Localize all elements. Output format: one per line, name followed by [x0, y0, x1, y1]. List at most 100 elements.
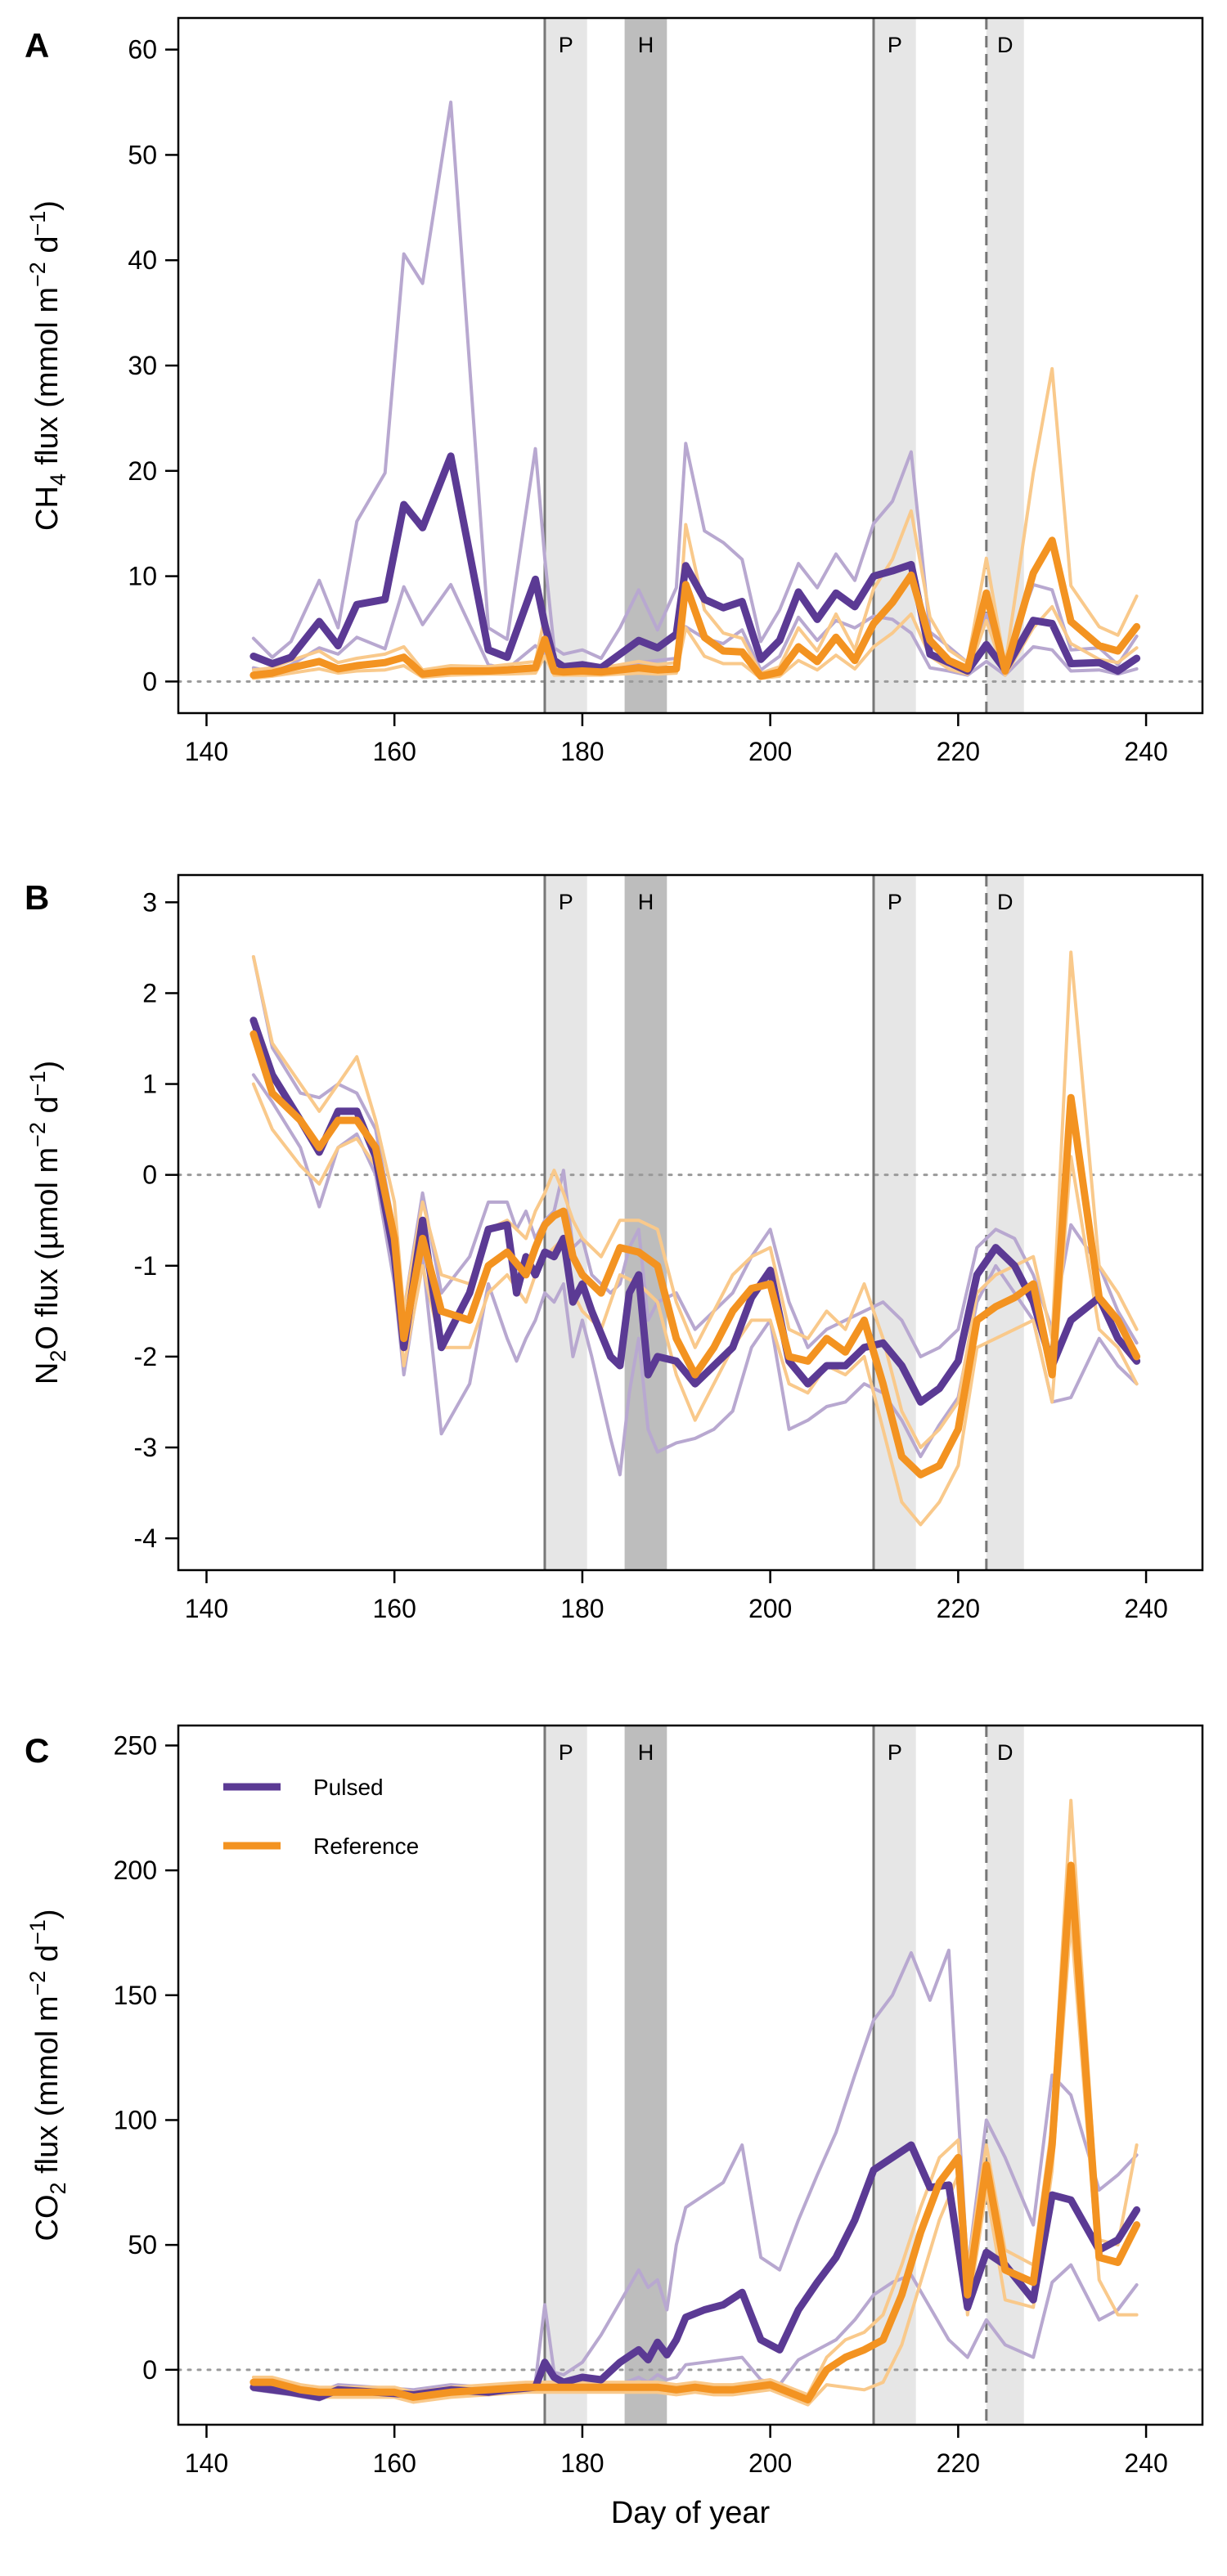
- x-tick-label: 240: [1124, 2448, 1167, 2478]
- plot-frame: [177, 873, 1204, 1572]
- y-tick-label: -4: [134, 1524, 157, 1553]
- series-pulsed-mean-line: [249, 452, 1141, 675]
- y-axis-title-part: O flux (µmol m: [30, 1147, 65, 1350]
- band-label: H: [638, 890, 654, 914]
- y-tick-label: 250: [114, 1730, 157, 1760]
- treatment-band-p: [544, 18, 587, 713]
- treatment-band-h: [624, 18, 667, 713]
- band-label: P: [888, 1740, 902, 1765]
- y-tick-label: 100: [114, 2105, 157, 2134]
- series-reference-mean-line: [249, 1030, 1141, 1479]
- x-tick-label: 220: [937, 1594, 980, 1623]
- y-tick-label: -2: [134, 1342, 157, 1371]
- y-axis-title-part: −2: [25, 1122, 50, 1147]
- y-axis-title-part: ): [30, 200, 65, 211]
- x-tick-label: 140: [185, 1594, 228, 1623]
- series-reference-replicate-line: [251, 366, 1139, 675]
- x-axis-title: Day of year: [611, 2496, 771, 2530]
- y-axis-title-part: 2: [46, 2182, 70, 2194]
- y-tick-label: 200: [114, 1856, 157, 1885]
- y-tick-label: 10: [128, 562, 157, 591]
- treatment-band-p: [544, 1726, 587, 2425]
- y-axis-title: N2O flux (µmol m−2 d−1): [25, 1061, 70, 1384]
- x-tick-label: 180: [560, 737, 604, 766]
- x-tick-label: 140: [185, 737, 228, 766]
- band-label: P: [559, 1740, 573, 1765]
- treatment-band-p: [873, 18, 916, 713]
- band-label: D: [997, 33, 1014, 57]
- x-tick-label: 240: [1124, 1594, 1167, 1623]
- y-tick-label: 60: [128, 35, 157, 65]
- y-axis-title-part: −2: [25, 1971, 50, 1996]
- legend-label-reference: Reference: [313, 1833, 419, 1859]
- x-tick-label: 220: [937, 2448, 980, 2478]
- band-label: D: [997, 890, 1014, 914]
- plot-frame: [177, 1724, 1204, 2426]
- y-axis-title: CO2 flux (mmol m−2 d−1): [25, 1910, 70, 2242]
- y-axis-title-part: CH: [30, 486, 65, 531]
- y-axis-title-part: −1: [25, 1919, 50, 1945]
- y-tick-label: 20: [128, 456, 157, 486]
- y-axis-title-part: flux (mmol m: [30, 1995, 65, 2182]
- y-axis-title-part: CO: [30, 2194, 65, 2241]
- y-tick-label: 3: [142, 887, 157, 917]
- y-axis-title-part: d: [30, 1945, 65, 1971]
- x-tick-label: 160: [372, 737, 416, 766]
- series-reference-replicate-line: [251, 1919, 1139, 2407]
- y-axis-title-part: ): [30, 1910, 65, 1920]
- treatment-band-d: [986, 1726, 1024, 2425]
- series-reference-mean-line: [249, 1861, 1141, 2403]
- y-axis-title-part: N: [30, 1362, 65, 1384]
- y-tick-label: 0: [142, 2355, 157, 2385]
- panel-letter: B: [25, 878, 49, 917]
- x-tick-label: 160: [372, 2448, 416, 2478]
- x-tick-label: 180: [560, 2448, 604, 2478]
- band-label: D: [997, 1740, 1014, 1765]
- y-tick-label: 1: [142, 1070, 157, 1099]
- y-axis-title-part: 2: [46, 1350, 70, 1362]
- y-tick-label: 40: [128, 245, 157, 275]
- x-tick-label: 160: [372, 1594, 416, 1623]
- series-group: [249, 950, 1141, 1527]
- x-tick-label: 200: [748, 2448, 792, 2478]
- series-pulsed-replicate-line: [251, 582, 1139, 677]
- y-tick-label: -3: [134, 1433, 157, 1462]
- band-label: P: [559, 890, 573, 914]
- y-axis-title-part: −1: [25, 211, 50, 236]
- y-tick-label: 50: [128, 140, 157, 169]
- series-group: [249, 1798, 1141, 2407]
- series-reference-replicate-line: [251, 950, 1139, 1449]
- y-tick-label: 30: [128, 351, 157, 380]
- legend: Pulsed Reference: [223, 1775, 419, 1859]
- treatment-band-h: [624, 1726, 667, 2425]
- band-label: H: [638, 1740, 654, 1765]
- y-tick-label: -1: [134, 1251, 157, 1281]
- y-tick-label: 50: [128, 2230, 157, 2260]
- panel-letter: C: [25, 1731, 49, 1770]
- y-tick-label: 0: [142, 666, 157, 696]
- y-axis-title-part: −2: [25, 262, 50, 287]
- treatment-band-p: [873, 875, 916, 1570]
- y-tick-label: 0: [142, 1160, 157, 1190]
- band-label: P: [559, 33, 573, 57]
- x-tick-label: 240: [1124, 737, 1167, 766]
- band-label: P: [888, 890, 902, 914]
- band-label: P: [888, 33, 902, 57]
- panel-a: P H P D 140 160 180 200 220 240 0 10 20 30 40 50 60 A CH4 …: [25, 16, 1204, 766]
- panel-letter: A: [25, 26, 49, 65]
- series-reference-mean-line: [249, 536, 1141, 680]
- y-tick-label: 2: [142, 978, 157, 1008]
- x-tick-label: 140: [185, 2448, 228, 2478]
- series-group: [249, 101, 1141, 680]
- x-tick-label: 200: [748, 1594, 792, 1623]
- y-axis-title-part: ): [30, 1061, 65, 1071]
- x-tick-label: 220: [937, 737, 980, 766]
- band-label: H: [638, 33, 654, 57]
- treatment-band-d: [986, 875, 1024, 1570]
- legend-label-pulsed: Pulsed: [313, 1775, 384, 1800]
- y-axis-title: CH4 flux (mmol m−2 d−1): [25, 200, 70, 531]
- x-tick-label: 200: [748, 737, 792, 766]
- y-axis-title-part: −1: [25, 1071, 50, 1097]
